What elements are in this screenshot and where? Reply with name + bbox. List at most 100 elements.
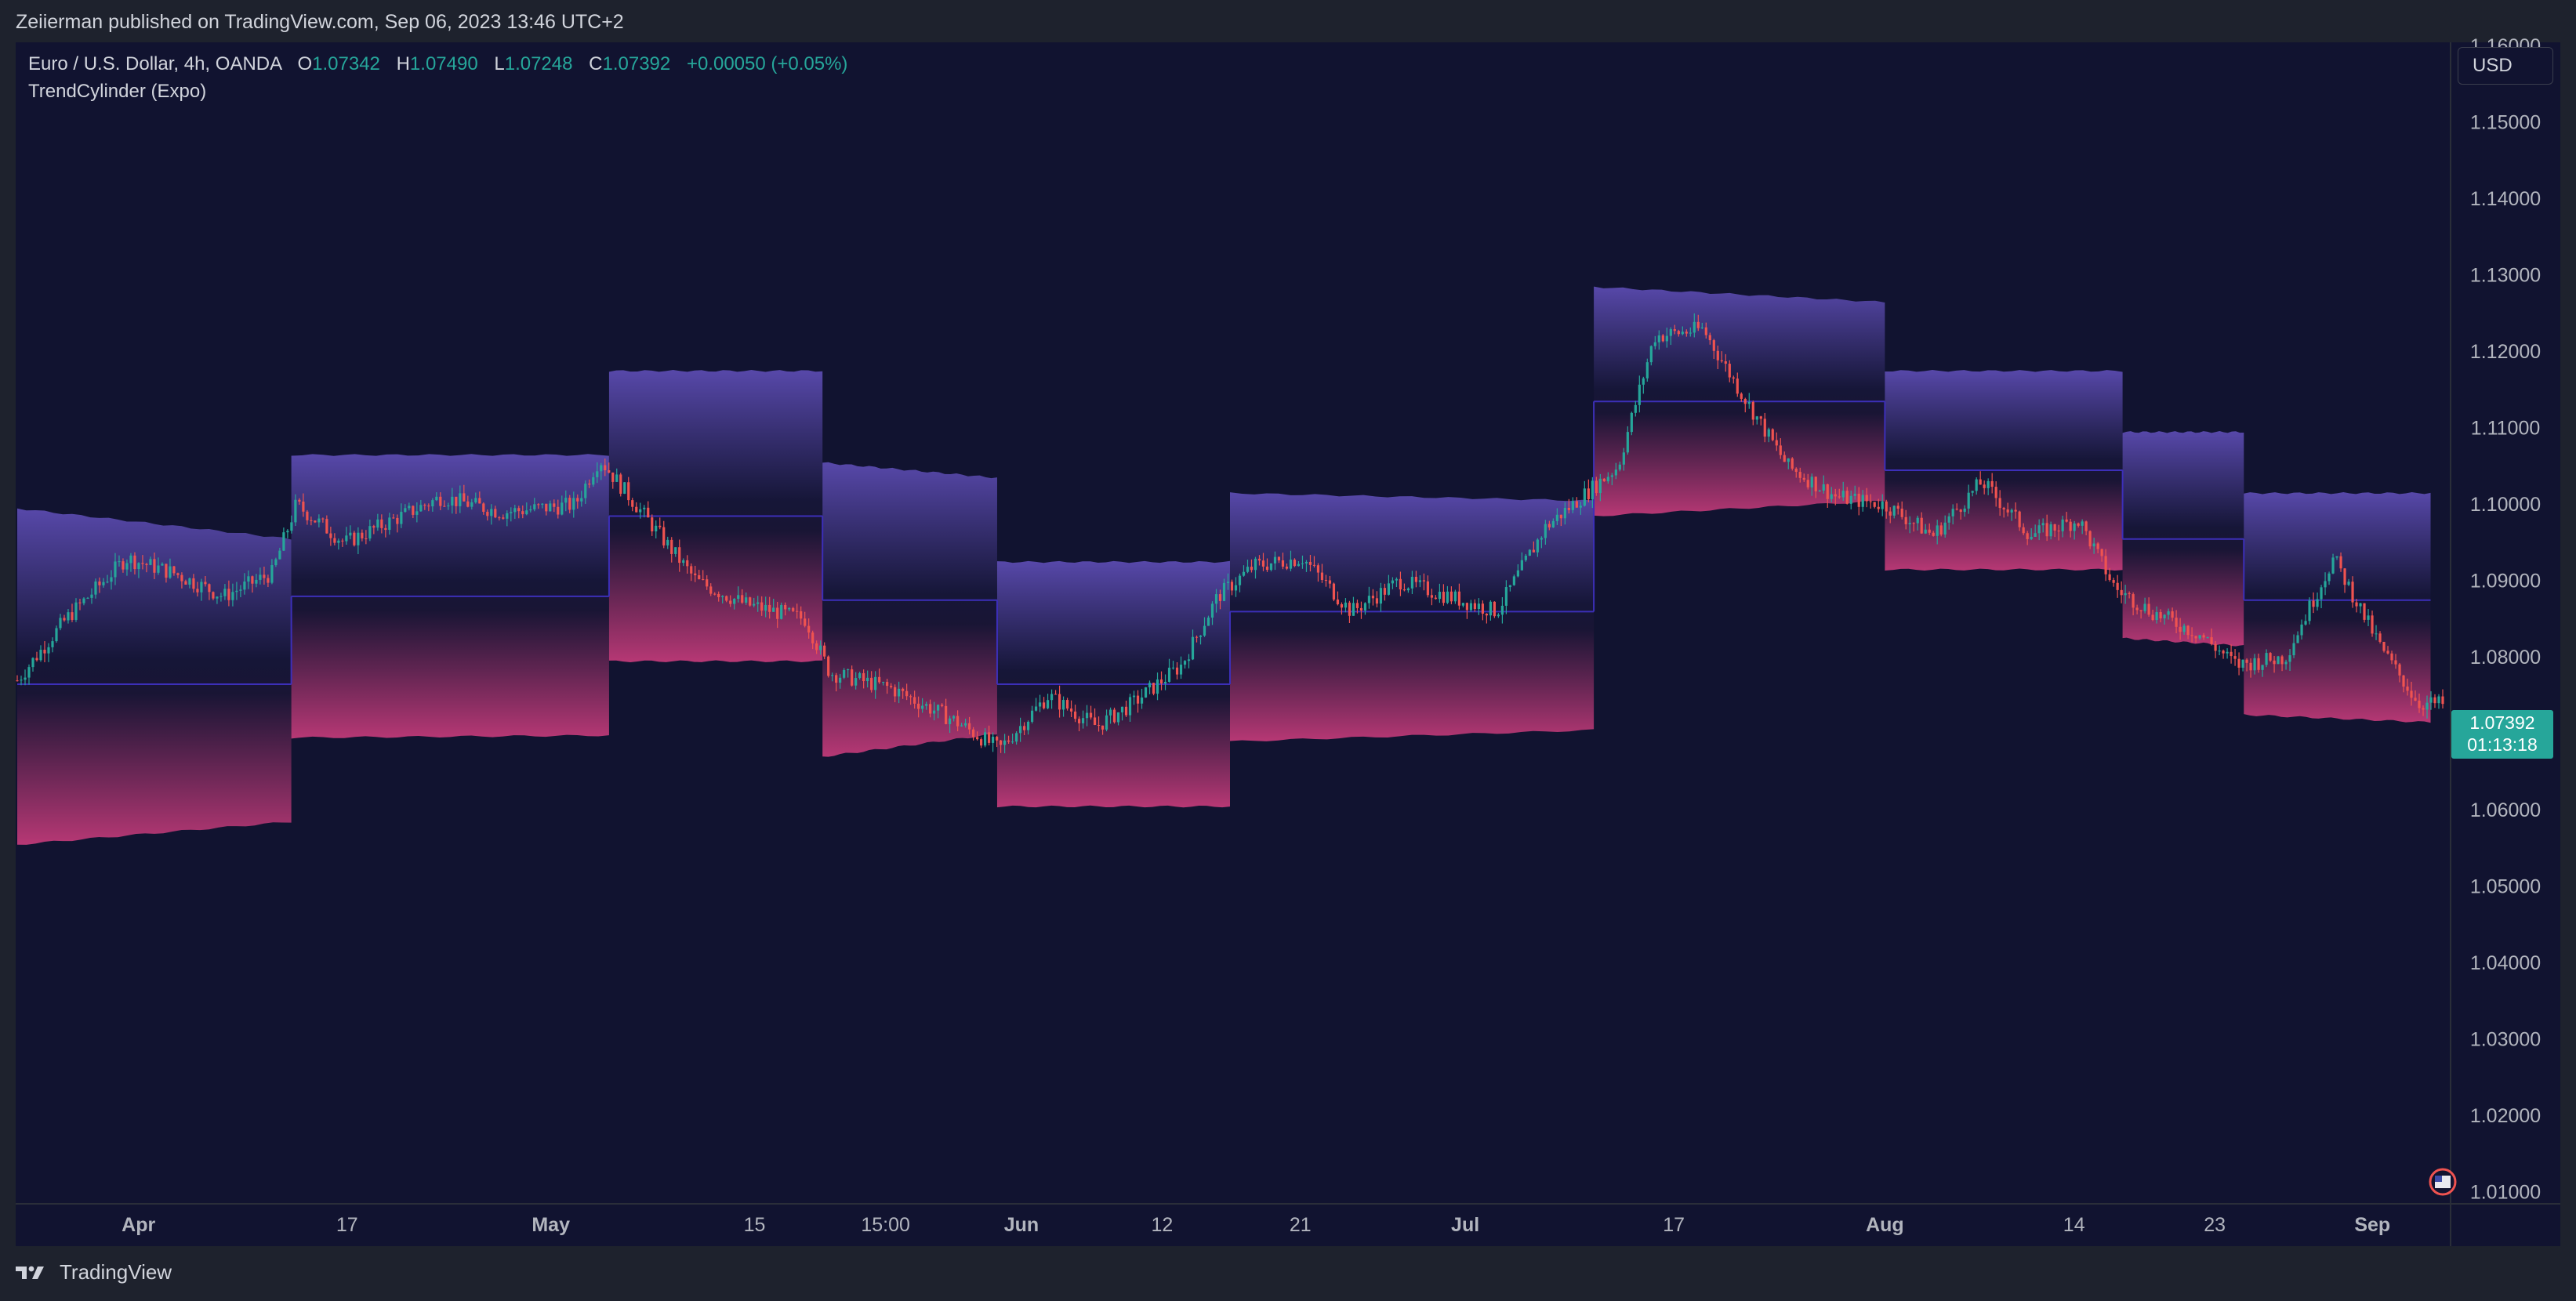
candle-body <box>1571 501 1574 510</box>
candle-body <box>937 705 940 711</box>
candle-body <box>2316 599 2319 607</box>
currency-button[interactable]: USD <box>2458 47 2553 85</box>
candle-body <box>1391 580 1395 584</box>
candle-body <box>1442 592 1446 603</box>
candle-body <box>655 525 658 531</box>
candle-body <box>2433 697 2436 704</box>
candle-body <box>1089 712 1093 718</box>
candle-body <box>1281 560 1285 567</box>
candle-body <box>1493 601 1496 617</box>
candle-body <box>1105 715 1108 730</box>
candle-body <box>964 723 967 726</box>
candle-body <box>756 602 760 604</box>
candle-body <box>784 604 787 610</box>
candle-body <box>608 470 611 473</box>
candle-body <box>1038 702 1042 707</box>
candle-body <box>270 565 274 583</box>
candle-body <box>1003 740 1007 745</box>
candle-body <box>1967 492 1970 509</box>
candle-body <box>286 531 289 533</box>
candle-body <box>2390 653 2393 661</box>
indicator-legend[interactable]: TrendCylinder (Expo) <box>28 81 207 102</box>
candle-body <box>1971 491 1974 493</box>
candle-body <box>404 508 407 513</box>
candle-body <box>459 493 462 506</box>
candle-body <box>2277 656 2280 665</box>
candle-body <box>690 566 693 574</box>
candle-body <box>63 618 66 621</box>
candle-body <box>1885 501 1888 512</box>
candle-body <box>2359 603 2362 607</box>
candle-body <box>1857 493 1860 507</box>
candle-body <box>1199 635 1203 637</box>
candle-body <box>1136 695 1140 704</box>
candle-body <box>639 509 642 513</box>
candle-body <box>2371 615 2374 634</box>
candle-body <box>1732 377 1735 379</box>
open-label: O <box>297 53 313 74</box>
candle-body <box>35 658 38 661</box>
trend-cylinder-midlines <box>17 400 2431 685</box>
candle-body <box>1285 566 1289 569</box>
candle-body <box>463 493 466 502</box>
candle-body <box>1645 362 1649 379</box>
candle-body <box>2324 581 2327 588</box>
candle-body <box>2437 696 2440 704</box>
candle-body <box>976 737 979 740</box>
bar-countdown-label: 01:13:18 <box>2467 734 2538 755</box>
trend-band <box>822 462 997 757</box>
candle-body <box>686 560 689 567</box>
symbol-legend[interactable]: Euro / U.S. Dollar, 4h, OANDA O1.07342 H… <box>28 53 847 75</box>
candle-body <box>2312 600 2315 607</box>
candle-body <box>2022 527 2025 534</box>
candle-body <box>952 716 956 719</box>
candle-body <box>1595 480 1598 494</box>
candle-body <box>2257 658 2260 670</box>
publish-header: Zeiierman published on TradingView.com, … <box>0 0 2576 42</box>
candle-body <box>1932 532 1935 536</box>
candle-body <box>494 509 497 518</box>
candle-body <box>1465 603 1469 611</box>
candle-body <box>2006 509 2009 513</box>
candle-body <box>635 506 638 513</box>
trend-cylinder-bands <box>17 286 2431 845</box>
candle-body <box>157 565 160 573</box>
candle-body <box>1065 700 1069 709</box>
candle-body <box>2128 593 2131 595</box>
candle-body <box>815 643 818 650</box>
candle-body <box>455 496 458 506</box>
candle-body <box>807 625 811 633</box>
candle-body <box>1916 517 1919 524</box>
tradingview-icon <box>16 1266 44 1279</box>
candle-body <box>1081 718 1085 723</box>
candle-body <box>890 686 893 687</box>
candle-body <box>2104 556 2107 574</box>
candle-body <box>1975 479 1978 491</box>
candle-body <box>1657 335 1660 342</box>
candle-body <box>1771 429 1774 440</box>
price-tick-label: 1.04000 <box>2470 952 2541 974</box>
tradingview-logo[interactable]: TradingView <box>14 1260 172 1285</box>
candle-body <box>662 527 666 545</box>
candle-body <box>341 540 344 542</box>
candle-body <box>94 581 97 595</box>
candle-body <box>1936 525 1939 536</box>
candle-body <box>1214 594 1218 604</box>
time-tick-label: May <box>532 1214 570 1236</box>
candle-body <box>294 499 297 523</box>
candle-body <box>549 503 552 512</box>
candle-body <box>1959 509 1962 513</box>
candle-body <box>1399 578 1402 590</box>
candle-body <box>1254 558 1257 571</box>
candle-body <box>749 597 752 606</box>
candle-body <box>1022 726 1026 730</box>
price-tick-label: 1.03000 <box>2470 1028 2541 1050</box>
candle-body <box>1661 335 1664 342</box>
candle-body <box>1626 432 1629 453</box>
candle-body <box>1740 393 1743 399</box>
candle-body <box>2304 621 2307 625</box>
candle-body <box>902 688 905 691</box>
time-tick-label: 17 <box>1663 1214 1685 1236</box>
candle-body <box>882 682 885 683</box>
